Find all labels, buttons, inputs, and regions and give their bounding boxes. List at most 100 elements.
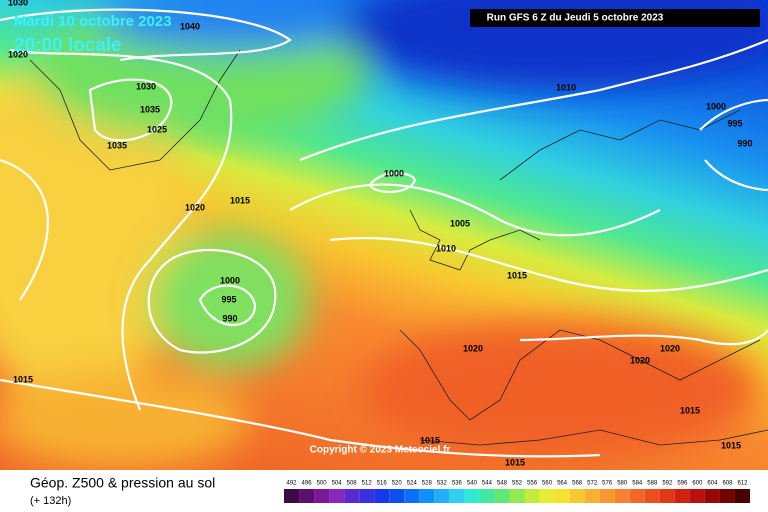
- legend-swatch: [614, 489, 630, 503]
- isobar-label: 1040: [180, 21, 200, 31]
- legend-label: 508: [347, 481, 358, 487]
- isobar-label: 1010: [556, 82, 576, 92]
- legend-label: 532: [437, 481, 448, 487]
- isobar-label: 1035: [107, 140, 127, 150]
- isobar-label: 990: [222, 313, 237, 323]
- legend-label: 556: [527, 481, 538, 487]
- legend-swatch: [449, 489, 465, 503]
- legend-swatch: [359, 489, 375, 503]
- legend-label: 580: [617, 481, 628, 487]
- coastlines: [29, 49, 768, 446]
- legend-label: 600: [692, 481, 703, 487]
- legend-label: 608: [722, 481, 733, 487]
- legend: 492 496 500 504 508 512 516 520 524 528 532 536 540 5…: [284, 481, 750, 503]
- legend-swatch: [674, 489, 690, 503]
- isobar-label: 1015: [680, 405, 700, 415]
- isobar-label: 1000: [384, 168, 404, 178]
- isobars: [0, 8, 768, 458]
- isobar-label: 1015: [420, 435, 440, 445]
- run-info: Run GFS 6 Z du Jeudi 5 octobre 2023: [487, 13, 664, 24]
- isobar-label: 995: [727, 118, 742, 128]
- legend-swatch: [419, 489, 435, 503]
- isobar-label: 1015: [721, 440, 741, 450]
- legend-swatch: [569, 489, 585, 503]
- legend-swatch: [659, 489, 675, 503]
- footer-lead: (+ 132h): [30, 495, 71, 507]
- legend-swatch: [434, 489, 450, 503]
- legend-label: 564: [557, 481, 568, 487]
- legend-swatch: [719, 489, 735, 503]
- legend-label: 560: [542, 481, 553, 487]
- copyright: Copyright © 2023 Meteociel.fr: [310, 445, 451, 456]
- legend-swatch: [344, 489, 360, 503]
- legend-label: 584: [632, 481, 643, 487]
- legend-label: 540: [467, 481, 478, 487]
- legend-swatch: [704, 489, 720, 503]
- legend-swatch: [584, 489, 600, 503]
- legend-swatch: [734, 489, 750, 503]
- isobar-label: 1000: [220, 275, 240, 285]
- legend-label: 572: [587, 481, 598, 487]
- isobar-label: 1015: [13, 374, 33, 384]
- background-field: [0, 0, 768, 470]
- legend-label: 520: [392, 481, 403, 487]
- legend-swatch: [374, 489, 390, 503]
- legend-label: 592: [662, 481, 673, 487]
- legend-swatch: [539, 489, 555, 503]
- isobar-label: 1015: [505, 457, 525, 467]
- legend-label: 504: [332, 481, 343, 487]
- isobar-label: 1025: [147, 124, 167, 134]
- legend-label: 596: [677, 481, 688, 487]
- legend-label: 604: [707, 481, 718, 487]
- legend-swatch: [479, 489, 495, 503]
- legend-label: 552: [512, 481, 523, 487]
- legend-swatch: [329, 489, 345, 503]
- forecast-date: Mardi 10 octobre 2023: [14, 13, 172, 30]
- legend-swatch: [404, 489, 420, 503]
- legend-swatch: [689, 489, 705, 503]
- legend-swatch: [524, 489, 540, 503]
- legend-swatch: [284, 489, 300, 503]
- legend-swatch: [299, 489, 315, 503]
- isobar-label: 1035: [140, 104, 160, 114]
- legend-label: 500: [317, 481, 328, 487]
- legend-label: 548: [497, 481, 508, 487]
- legend-label: 516: [377, 481, 388, 487]
- legend-label: 512: [362, 481, 373, 487]
- isobar-label: 1015: [507, 270, 527, 280]
- legend-swatch: [644, 489, 660, 503]
- legend-label: 536: [452, 481, 463, 487]
- legend-label: 524: [407, 481, 418, 487]
- isobar-label: 995: [221, 294, 236, 304]
- legend-label: 496: [302, 481, 313, 487]
- legend-label: 492: [287, 481, 298, 487]
- legend-swatch: [314, 489, 330, 503]
- isobar-label: 1010: [436, 243, 456, 253]
- legend-swatch: [464, 489, 480, 503]
- legend-label: 568: [572, 481, 583, 487]
- legend-swatch: [389, 489, 405, 503]
- forecast-time: 20:00 locale: [14, 35, 122, 56]
- legend-swatch: [629, 489, 645, 503]
- legend-swatch: [599, 489, 615, 503]
- legend-swatch: [554, 489, 570, 503]
- legend-label: 544: [482, 481, 493, 487]
- legend-swatch: [509, 489, 525, 503]
- isobar-label: 1020: [8, 49, 28, 59]
- isobar-label: 1015: [230, 195, 250, 205]
- isobar-labels: 1040103010201030103510251035101010009959…: [8, 0, 753, 467]
- isobar-label: 1005: [450, 218, 470, 228]
- isobar-label: 1000: [706, 101, 726, 111]
- isobar-label: 1020: [630, 355, 650, 365]
- run-box: [470, 9, 760, 27]
- isobar-label: 1020: [660, 343, 680, 353]
- legend-label: 528: [422, 481, 433, 487]
- isobar-label: 990: [737, 138, 752, 148]
- legend-label: 612: [737, 481, 748, 487]
- legend-label: 576: [602, 481, 613, 487]
- isobar-label: 1020: [185, 202, 205, 212]
- isobar-label: 1030: [8, 0, 28, 7]
- legend-label: 588: [647, 481, 658, 487]
